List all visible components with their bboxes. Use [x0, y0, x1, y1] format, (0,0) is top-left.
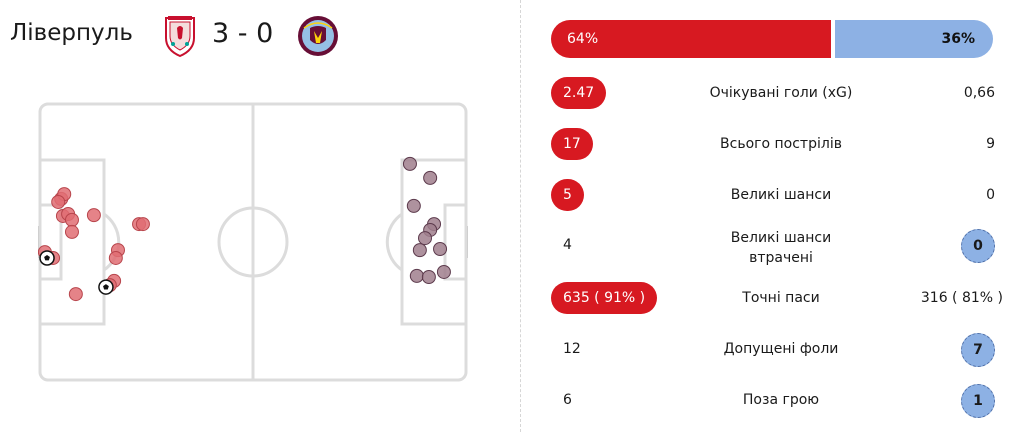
- stat-home-value: 17: [551, 128, 593, 160]
- liverpool-crest-icon: [165, 16, 195, 58]
- stat-label: Великі шанси втрачені: [730, 230, 832, 266]
- stat-label: Поза грою: [742, 392, 820, 408]
- away-shot-point: [436, 264, 451, 279]
- stat-home-value: 6: [563, 392, 572, 408]
- stat-away-value: 0: [986, 187, 995, 203]
- home-shot-point: [64, 224, 79, 239]
- stat-home-value: 4: [563, 237, 572, 253]
- away-shot-point: [406, 198, 421, 213]
- home-goal-mouth: [38, 226, 39, 258]
- stat-home-value: 5: [551, 179, 584, 211]
- goal-ball-icon: [39, 250, 55, 266]
- stat-label: Допущені фоли: [723, 341, 839, 357]
- away-shot-point: [423, 170, 438, 185]
- away-shot-point: [412, 243, 427, 258]
- aston-villa-crest-icon: [298, 16, 338, 56]
- home-shot-point: [51, 194, 66, 209]
- goal-ball-icon: [98, 279, 114, 295]
- possession-away-bar: 36%: [835, 20, 993, 58]
- stat-away-value: 1: [961, 384, 995, 418]
- stat-home-value: 635 ( 91% ): [551, 282, 658, 314]
- home-shot-point: [108, 250, 123, 265]
- stat-label: Великі шанси: [730, 187, 832, 203]
- stat-label: Всього пострілів: [720, 136, 842, 152]
- away-shot-point: [418, 231, 432, 246]
- stat-away-value: 9: [986, 136, 995, 152]
- possession-away-value: 36%: [941, 31, 975, 47]
- match-visual-panel: Ліверпуль 3 - 0: [10, 16, 468, 382]
- away-shot-point: [421, 270, 436, 284]
- away-shot-point: [409, 268, 424, 283]
- stat-away-value: 0,66: [963, 85, 995, 101]
- away-goal-mouth: [467, 226, 468, 258]
- match-score: 3 - 0: [212, 18, 274, 49]
- stat-away-value: 7: [961, 333, 995, 367]
- stat-home-value: 12: [563, 341, 581, 357]
- possession-home-bar: 64%: [551, 20, 831, 58]
- match-stats-panel: 64% 36% 2.47 Очікувані голи (xG) 0,66 17…: [520, 0, 1024, 432]
- stat-away-value: 316 ( 81% ): [920, 290, 1003, 306]
- pitch-markings: [38, 102, 468, 382]
- home-team-name: Ліверпуль: [10, 20, 133, 46]
- away-shot-point: [402, 156, 417, 171]
- home-shot-point: [68, 287, 83, 302]
- home-shot-point: [86, 208, 101, 223]
- away-shot-point: [433, 242, 448, 256]
- shot-map-pitch: [38, 102, 468, 382]
- stat-label: Точні паси: [742, 290, 820, 306]
- home-shot-point: [135, 217, 150, 232]
- stat-label: Очікувані голи (xG): [709, 85, 853, 101]
- home-shot-point: [64, 212, 79, 227]
- stat-away-value: 0: [961, 229, 995, 263]
- stat-home-value: 2.47: [551, 77, 607, 109]
- possession-home-value: 64%: [567, 31, 599, 47]
